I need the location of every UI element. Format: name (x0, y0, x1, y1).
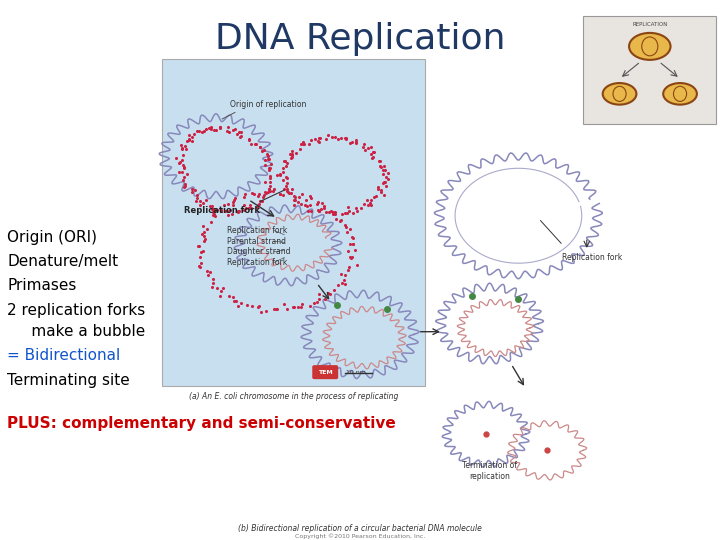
Text: Copyright ©2010 Pearson Education, Inc.: Copyright ©2010 Pearson Education, Inc. (294, 533, 426, 538)
Text: Origin of replication: Origin of replication (230, 100, 307, 110)
Bar (162, 59, 425, 386)
Text: (b) Bidirectional replication of a circular bacterial DNA molecule: (b) Bidirectional replication of a circu… (238, 524, 482, 533)
Text: 2 replication forks: 2 replication forks (7, 302, 145, 318)
Text: 10 nm: 10 nm (346, 370, 366, 375)
Text: Terminating site: Terminating site (7, 373, 130, 388)
Bar (583, 16, 716, 124)
FancyBboxPatch shape (312, 365, 338, 379)
Text: make a bubble: make a bubble (7, 324, 145, 339)
Ellipse shape (629, 33, 670, 60)
Text: REPLICATION: REPLICATION (632, 22, 667, 26)
Text: PLUS: complementary and semi-conservative: PLUS: complementary and semi-conservativ… (7, 416, 396, 431)
Text: Replication fork: Replication fork (562, 253, 622, 262)
Text: Replication fork: Replication fork (184, 206, 260, 215)
Text: Primases: Primases (7, 278, 76, 293)
Text: Parental strand: Parental strand (227, 237, 286, 246)
Text: Daughter strand: Daughter strand (227, 247, 290, 256)
Text: = Bidirectional: = Bidirectional (7, 348, 120, 363)
Text: Replication fork: Replication fork (227, 226, 287, 235)
Text: Replication fork: Replication fork (227, 258, 287, 267)
Ellipse shape (663, 83, 697, 105)
Text: Origin (ORI): Origin (ORI) (7, 230, 97, 245)
Ellipse shape (603, 83, 636, 105)
Text: DNA Replication: DNA Replication (215, 22, 505, 56)
Text: (a) An E. coli chromosome in the process of replicating: (a) An E. coli chromosome in the process… (189, 392, 398, 401)
Text: Denature/melt: Denature/melt (7, 254, 118, 269)
Text: Termination of
replication: Termination of replication (462, 461, 517, 481)
Text: TEM: TEM (318, 370, 333, 375)
